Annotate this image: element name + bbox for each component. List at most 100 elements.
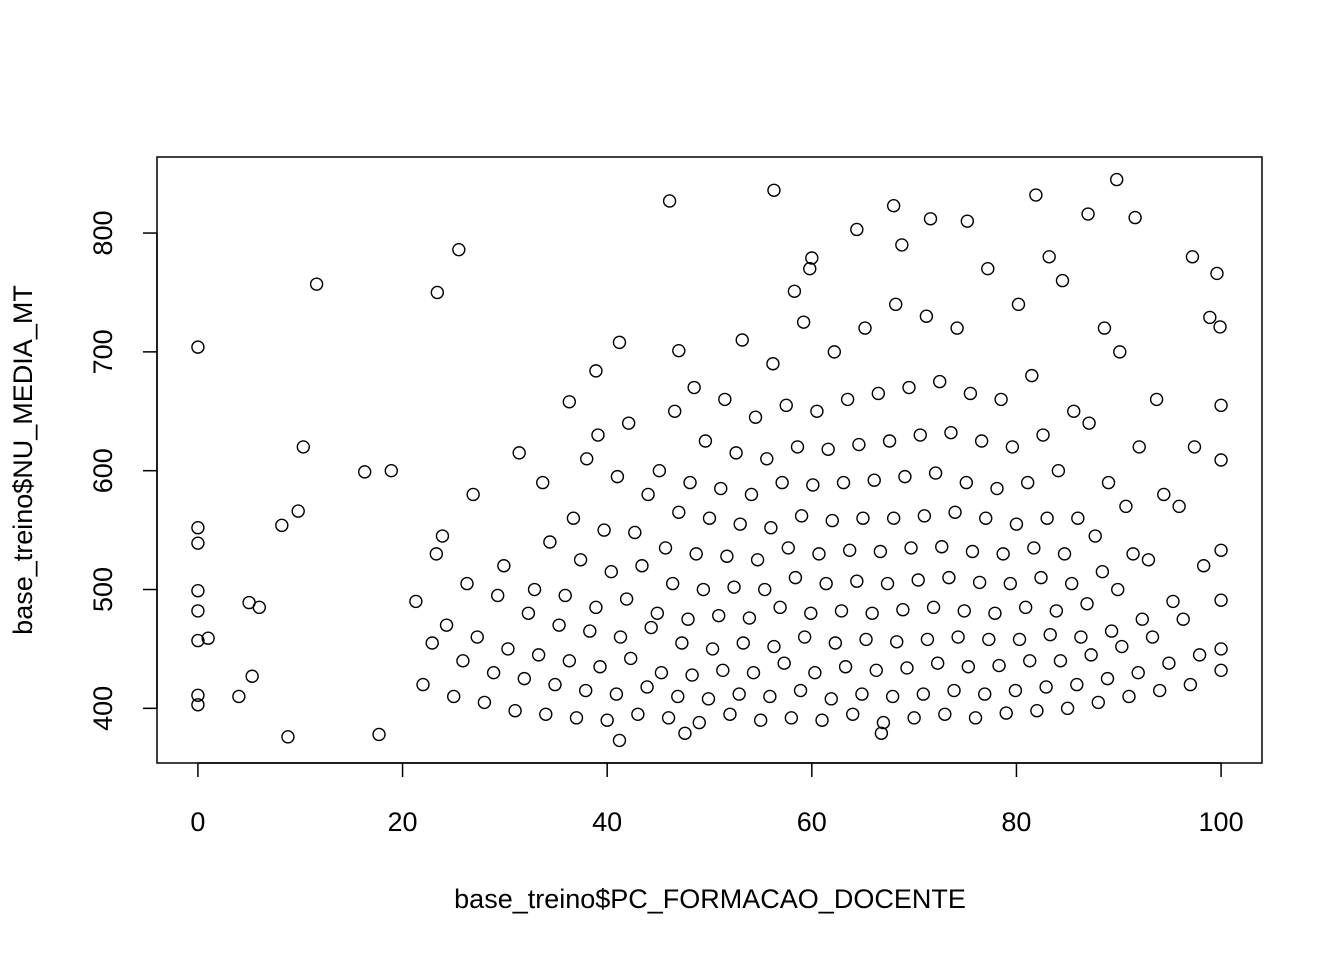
- point: [1023, 654, 1037, 668]
- point: [1131, 665, 1145, 680]
- point: [889, 297, 903, 312]
- point: [886, 199, 901, 213]
- point: [933, 374, 947, 389]
- point: [746, 665, 761, 680]
- point: [788, 570, 803, 585]
- point: [1214, 543, 1228, 558]
- x-tick-label: 0: [190, 807, 205, 837]
- point: [1005, 440, 1020, 454]
- x-axis-label: base_treino$PC_FORMACAO_DOCENTE: [454, 884, 966, 914]
- point: [573, 553, 588, 567]
- point: [1214, 593, 1228, 607]
- point: [430, 285, 445, 300]
- point: [1185, 250, 1200, 264]
- point: [974, 434, 989, 448]
- point: [517, 671, 532, 686]
- point: [1157, 487, 1171, 502]
- point: [824, 692, 838, 706]
- point: [384, 463, 399, 478]
- point: [735, 333, 749, 347]
- point: [1008, 683, 1023, 698]
- point: [409, 594, 423, 609]
- point: [1110, 172, 1124, 187]
- point: [812, 547, 826, 561]
- point: [810, 404, 824, 418]
- point: [1030, 704, 1044, 718]
- point: [1104, 624, 1119, 638]
- point: [652, 463, 667, 478]
- point: [852, 437, 866, 452]
- point: [920, 632, 935, 647]
- point: [661, 711, 676, 725]
- point: [793, 683, 808, 698]
- point: [591, 428, 605, 442]
- point: [610, 469, 625, 484]
- point: [698, 434, 713, 448]
- point: [1012, 632, 1027, 647]
- point: [988, 606, 1002, 620]
- point: [477, 695, 492, 710]
- point: [1097, 321, 1112, 335]
- point: [716, 663, 730, 678]
- point: [732, 687, 746, 701]
- point: [1011, 297, 1026, 312]
- point: [1162, 656, 1176, 670]
- point: [919, 309, 934, 323]
- point: [742, 611, 757, 625]
- point: [701, 692, 716, 706]
- point: [1057, 547, 1072, 561]
- point: [846, 707, 860, 721]
- point: [1100, 671, 1115, 686]
- point: [668, 404, 682, 418]
- point: [959, 475, 974, 490]
- point: [1042, 250, 1056, 264]
- point: [978, 687, 992, 701]
- point: [640, 680, 654, 694]
- point: [965, 544, 980, 559]
- point: [1003, 576, 1018, 591]
- point: [435, 529, 450, 543]
- point: [512, 446, 526, 460]
- point: [744, 487, 759, 502]
- point: [923, 212, 938, 226]
- point: [491, 588, 505, 603]
- point: [191, 633, 205, 648]
- point: [558, 588, 572, 603]
- point: [671, 689, 685, 704]
- point: [777, 656, 791, 670]
- point: [828, 636, 843, 650]
- point: [1213, 320, 1227, 334]
- point: [886, 511, 901, 525]
- point: [874, 726, 889, 740]
- point: [531, 648, 546, 662]
- point: [750, 553, 765, 567]
- point: [871, 386, 886, 401]
- point: [425, 636, 439, 650]
- y-tick-label: 600: [88, 448, 118, 493]
- point: [876, 715, 891, 730]
- point: [1091, 695, 1105, 710]
- point: [628, 525, 642, 540]
- point: [1176, 612, 1190, 626]
- point: [452, 242, 466, 257]
- point: [692, 715, 706, 730]
- point: [963, 386, 978, 401]
- point: [1132, 440, 1146, 454]
- point: [416, 677, 430, 692]
- point: [191, 536, 205, 550]
- point: [723, 707, 737, 721]
- point: [808, 665, 822, 680]
- point: [1088, 529, 1102, 543]
- point: [787, 284, 802, 298]
- y-tick-label: 500: [88, 567, 118, 612]
- point: [1009, 517, 1024, 531]
- point: [944, 425, 958, 440]
- point: [309, 277, 324, 291]
- point: [675, 636, 689, 650]
- point: [604, 564, 618, 579]
- point: [1172, 499, 1186, 514]
- point: [825, 513, 839, 528]
- point: [672, 343, 686, 358]
- point: [508, 704, 522, 718]
- point: [612, 733, 627, 748]
